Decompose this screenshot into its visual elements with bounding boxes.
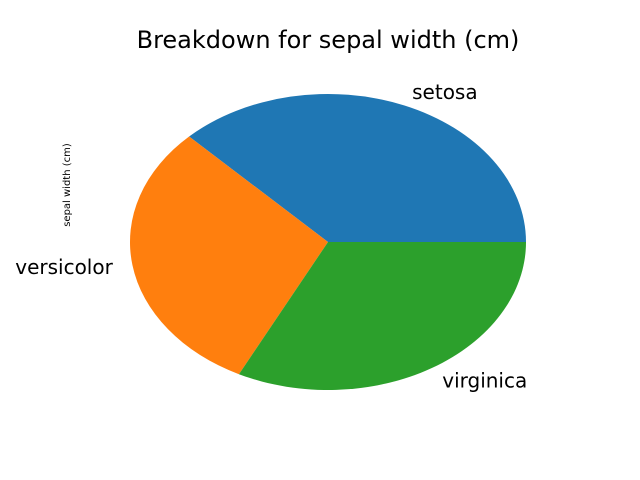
pie-label-virginica: virginica xyxy=(442,369,527,393)
pie-label-setosa: setosa xyxy=(412,80,477,104)
y-axis-label: sepal width (cm) xyxy=(62,143,73,227)
pie-labels: setosa versicolor virginica xyxy=(15,80,527,393)
pie-label-versicolor: versicolor xyxy=(15,255,113,279)
chart-title: Breakdown for sepal width (cm) xyxy=(137,26,520,54)
pie-slices xyxy=(129,94,526,391)
pie-slice-versicolor xyxy=(129,136,328,375)
pie-slice-setosa xyxy=(189,94,526,243)
pie-slice-virginica xyxy=(238,242,526,391)
